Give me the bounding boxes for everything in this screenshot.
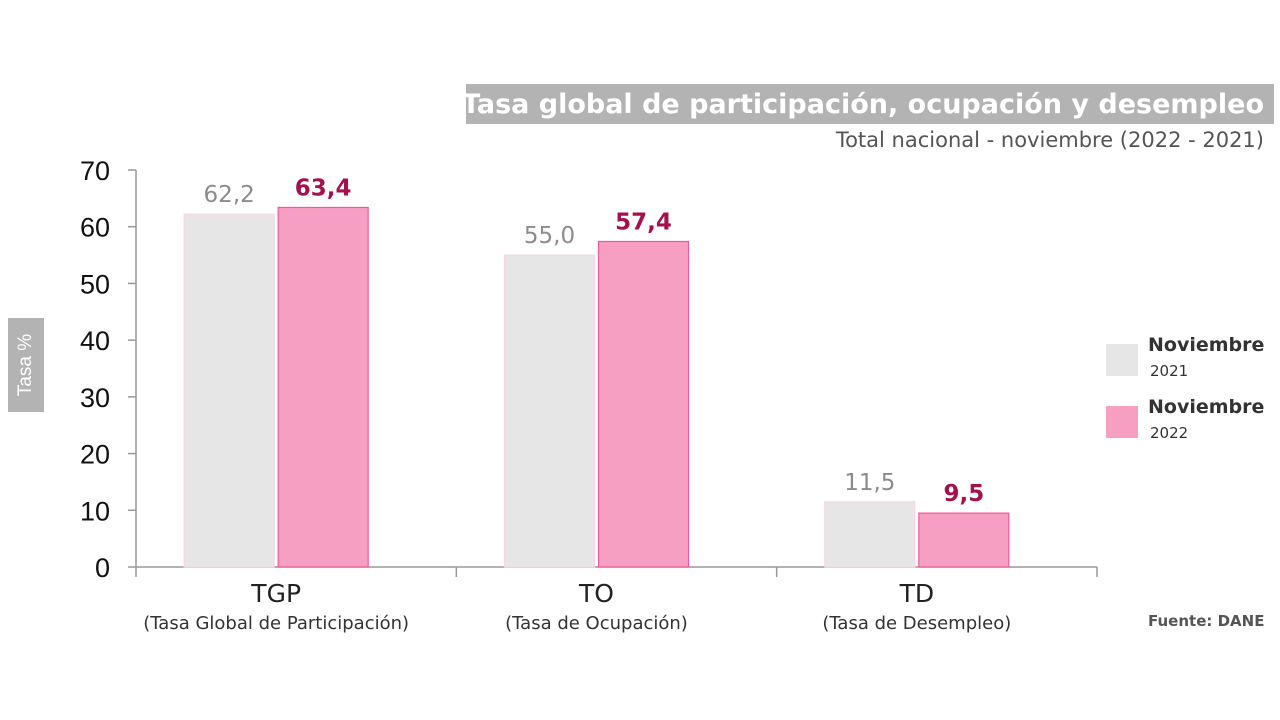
legend-label-2022: Noviembre bbox=[1148, 396, 1265, 418]
legend-swatch-2021 bbox=[1106, 344, 1138, 376]
bar-2021-to bbox=[503, 254, 596, 568]
data-label: 63,4 bbox=[295, 175, 352, 201]
source-note: Fuente: DANE bbox=[1148, 612, 1265, 630]
category-label: TO bbox=[578, 579, 614, 608]
data-label: 9,5 bbox=[943, 481, 984, 507]
chart-title-banner: Tasa global de participación, ocupación … bbox=[462, 84, 1274, 124]
category-description: (Tasa de Desempleo) bbox=[822, 613, 1011, 634]
data-label: 62,2 bbox=[204, 182, 255, 208]
bar-2021-tgp bbox=[183, 213, 275, 568]
category-description: (Tasa Global de Participación) bbox=[143, 613, 409, 634]
legend-item-2021: Noviembre 2021 bbox=[1106, 334, 1276, 394]
y-tick-label: 0 bbox=[95, 553, 110, 583]
chart-subtitle: Total nacional - noviembre (2022 - 2021) bbox=[835, 128, 1264, 152]
y-axis-label: Tasa % bbox=[15, 333, 36, 397]
y-tick-label: 40 bbox=[80, 326, 110, 356]
y-tick-label: 60 bbox=[80, 213, 110, 243]
y-tick-label: 20 bbox=[80, 440, 110, 470]
legend-swatch-2022 bbox=[1106, 406, 1138, 438]
y-tick-label: 30 bbox=[80, 383, 110, 413]
legend-item-2022: Noviembre 2022 bbox=[1106, 396, 1276, 456]
y-tick-label: 50 bbox=[80, 269, 110, 299]
category-label: TGP bbox=[250, 579, 301, 608]
bar-2022-tgp bbox=[277, 206, 369, 568]
category-description: (Tasa de Ocupación) bbox=[505, 613, 688, 634]
category-label: TD bbox=[899, 579, 935, 608]
data-label: 57,4 bbox=[615, 209, 672, 235]
data-label: 55,0 bbox=[524, 223, 575, 249]
bar-2022-to bbox=[597, 240, 690, 568]
legend-year-2021: 2021 bbox=[1150, 362, 1189, 380]
y-axis-label-box: Tasa % bbox=[8, 318, 44, 412]
bar-2022-td bbox=[918, 512, 1010, 568]
legend-label-2021: Noviembre bbox=[1148, 334, 1265, 356]
legend-year-2022: 2022 bbox=[1150, 424, 1189, 442]
y-tick-label: 10 bbox=[80, 496, 110, 526]
bar-2021-td bbox=[824, 501, 916, 568]
y-tick-label: 70 bbox=[80, 156, 110, 186]
chart-title: Tasa global de participación, ocupación … bbox=[461, 88, 1264, 120]
data-label: 11,5 bbox=[844, 470, 895, 496]
